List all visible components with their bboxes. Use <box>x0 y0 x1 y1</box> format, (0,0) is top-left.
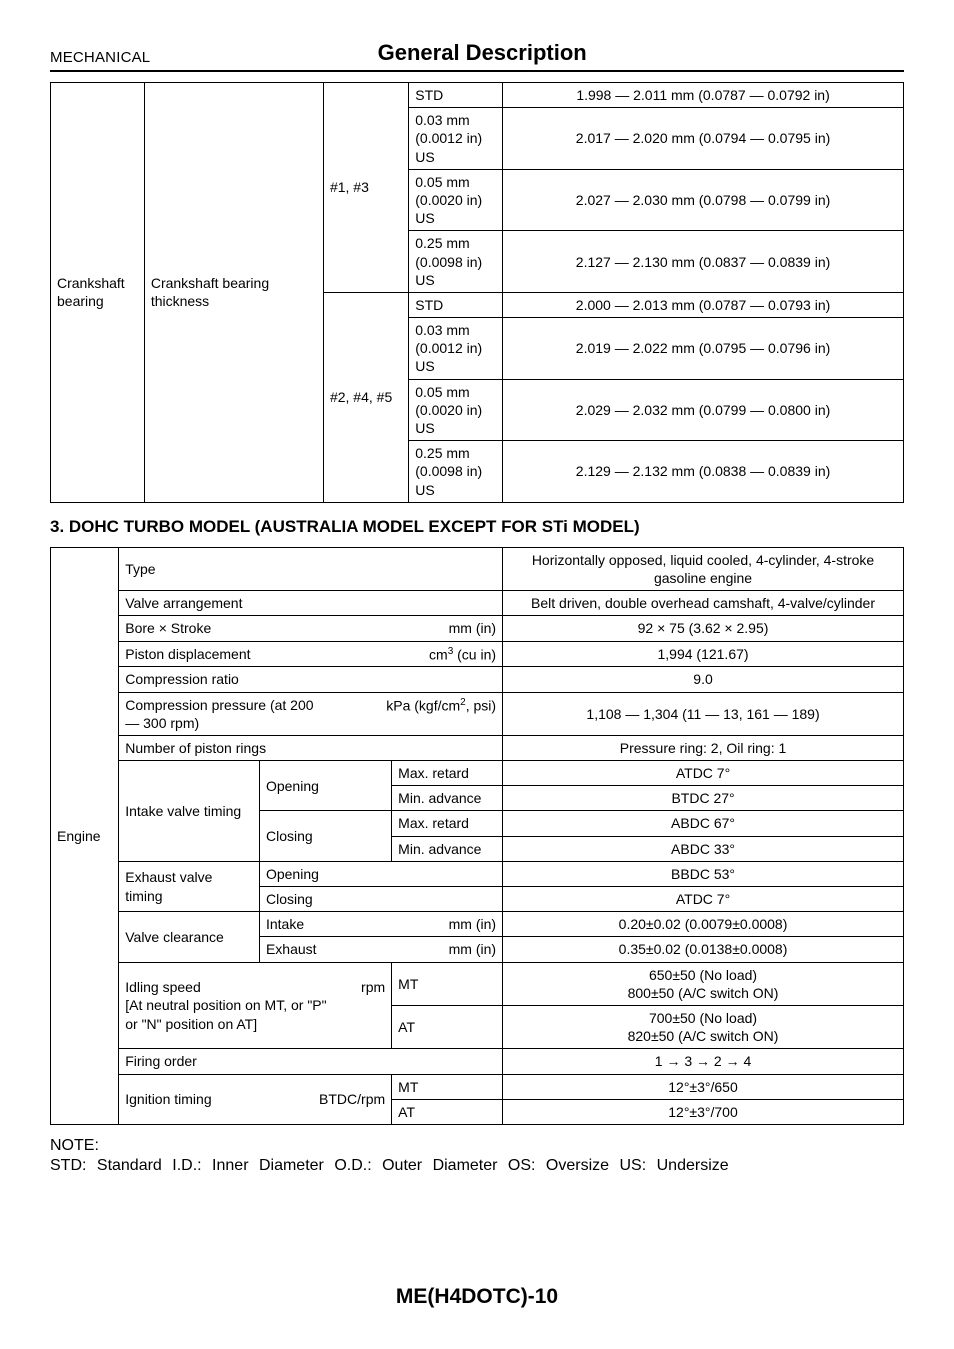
displacement-text: Piston displacement <box>125 645 250 663</box>
intake-open-min-advance: BTDC 27° <box>503 786 904 811</box>
size-spec: 0.25 mm (0.0098 in) US <box>409 231 503 293</box>
size-spec: STD <box>409 83 503 108</box>
exhaust-valve-timing-label: Exhaust valve timing <box>119 861 260 911</box>
size-value: 2.129 — 2.132 mm (0.0838 — 0.0839 in) <box>503 441 904 503</box>
note-definitions: STD: Standard I.D.: Inner Diameter O.D.:… <box>50 1157 904 1175</box>
engine-spec-table: Engine Type Horizontally opposed, liquid… <box>50 547 904 1125</box>
idle-speed-label: Idling speed [At neutral position on MT,… <box>119 962 392 1049</box>
intake-close-max-retard: ABDC 67° <box>503 811 904 836</box>
page-title: General Description <box>60 40 904 66</box>
intake-clearance-label: Intake mm (in) <box>259 912 502 937</box>
at-label: AT <box>392 1099 503 1124</box>
exhaust-clearance-value: 0.35±0.02 (0.0138±0.0008) <box>503 937 904 962</box>
size-value: 2.017 — 2.020 mm (0.0794 — 0.0795 in) <box>503 108 904 170</box>
min-advance-label: Min. advance <box>392 786 503 811</box>
displacement-unit: cm3 (cu in) <box>429 645 496 664</box>
intake-clearance-value: 0.20±0.02 (0.0079±0.0008) <box>503 912 904 937</box>
journals-2-4-5: #2, #4, #5 <box>323 292 408 502</box>
displacement-label: Piston displacement cm3 (cu in) <box>119 641 503 667</box>
compression-ratio-label: Compression ratio <box>119 667 503 692</box>
bore-stroke-text: Bore × Stroke <box>125 619 211 637</box>
exhaust-close-value: ATDC 7° <box>503 887 904 912</box>
size-spec: 0.03 mm (0.0012 in) US <box>409 318 503 380</box>
mt-label: MT <box>392 1074 503 1099</box>
ignition-timing-label: Ignition timing BTDC/rpm <box>119 1074 392 1124</box>
max-retard-label: Max. retard <box>392 811 503 836</box>
opening-label: Opening <box>259 761 391 811</box>
size-value: 2.019 — 2.022 mm (0.0795 — 0.0796 in) <box>503 318 904 380</box>
bearing-thickness-cell: Crankshaft bearing thickness <box>144 83 323 503</box>
intake-valve-timing-label: Intake valve timing <box>119 761 260 862</box>
compression-pressure-unit: kPa (kgf/cm2, psi) <box>386 696 496 715</box>
compression-pressure-text: Compression pressure (at 200 — 300 rpm) <box>125 696 329 732</box>
size-spec: STD <box>409 292 503 317</box>
crankshaft-bearing-cell: Crankshaft bearing <box>51 83 145 503</box>
bore-stroke-label: Bore × Stroke mm (in) <box>119 616 503 641</box>
section-heading: 3. DOHC TURBO MODEL (AUSTRALIA MODEL EXC… <box>50 517 904 537</box>
ignition-at-value: 12°±3°/700 <box>503 1099 904 1124</box>
at-label: AT <box>392 1005 503 1048</box>
exhaust-open-value: BBDC 53° <box>503 861 904 886</box>
compression-pressure-value: 1,108 — 1,304 (11 — 13, 161 — 189) <box>503 692 904 735</box>
ignition-mt-value: 12°±3°/650 <box>503 1074 904 1099</box>
size-value: 1.998 — 2.011 mm (0.0787 — 0.0792 in) <box>503 83 904 108</box>
page-footer: ME(H4DOTC)-10 <box>50 1285 904 1309</box>
size-value: 2.000 — 2.013 mm (0.0787 — 0.0793 in) <box>503 292 904 317</box>
size-value: 2.029 — 2.032 mm (0.0799 — 0.0800 in) <box>503 379 904 441</box>
closing-label: Closing <box>259 811 391 861</box>
valve-clearance-label: Valve clearance <box>119 912 260 962</box>
exhaust-clearance-label: Exhaust mm (in) <box>259 937 502 962</box>
idle-at-value: 700±50 (No load) 820±50 (A/C switch ON) <box>503 1005 904 1048</box>
min-advance-label: Min. advance <box>392 836 503 861</box>
valve-arrangement-value: Belt driven, double overhead camshaft, 4… <box>503 591 904 616</box>
closing-label: Closing <box>259 887 502 912</box>
bore-stroke-value: 92 × 75 (3.62 × 2.95) <box>503 616 904 641</box>
size-spec: 0.25 mm (0.0098 in) US <box>409 441 503 503</box>
type-value: Horizontally opposed, liquid cooled, 4-c… <box>503 547 904 590</box>
type-label: Type <box>119 547 503 590</box>
bore-stroke-unit: mm (in) <box>449 619 496 637</box>
intake-open-max-retard: ATDC 7° <box>503 761 904 786</box>
compression-pressure-label: Compression pressure (at 200 — 300 rpm) … <box>119 692 503 735</box>
engine-label: Engine <box>51 547 119 1124</box>
journals-1-3: #1, #3 <box>323 83 408 293</box>
crankshaft-bearing-table: Crankshaft bearing Crankshaft bearing th… <box>50 82 904 503</box>
piston-rings-value: Pressure ring: 2, Oil ring: 1 <box>503 735 904 760</box>
firing-order-label: Firing order <box>119 1049 503 1074</box>
size-value: 2.027 — 2.030 mm (0.0798 — 0.0799 in) <box>503 169 904 231</box>
idle-mt-value: 650±50 (No load) 800±50 (A/C switch ON) <box>503 962 904 1005</box>
compression-ratio-value: 9.0 <box>503 667 904 692</box>
valve-arrangement-label: Valve arrangement <box>119 591 503 616</box>
page-header: MECHANICAL General Description <box>50 40 904 72</box>
size-value: 2.127 — 2.130 mm (0.0837 — 0.0839 in) <box>503 231 904 293</box>
displacement-value: 1,994 (121.67) <box>503 641 904 667</box>
size-spec: 0.05 mm (0.0020 in) US <box>409 379 503 441</box>
max-retard-label: Max. retard <box>392 761 503 786</box>
size-spec: 0.05 mm (0.0020 in) US <box>409 169 503 231</box>
note-label: NOTE: <box>50 1137 904 1155</box>
mt-label: MT <box>392 962 503 1005</box>
opening-label: Opening <box>259 861 502 886</box>
intake-close-min-advance: ABDC 33° <box>503 836 904 861</box>
firing-order-value: 1 → 3 → 2 → 4 <box>503 1049 904 1074</box>
piston-rings-label: Number of piston rings <box>119 735 503 760</box>
size-spec: 0.03 mm (0.0012 in) US <box>409 108 503 170</box>
